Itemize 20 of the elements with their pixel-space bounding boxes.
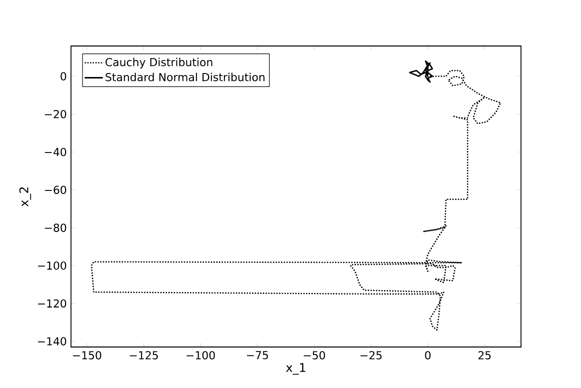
- y-tick-label: −100: [38, 261, 66, 270]
- x-tick-label: −150: [73, 351, 102, 360]
- x-tick-label: −25: [360, 351, 382, 360]
- x-tick-label: −125: [130, 351, 158, 360]
- y-tick-label: −120: [38, 299, 66, 308]
- x-axis-title: x_1: [286, 363, 306, 375]
- y-tick-label: −140: [38, 337, 66, 346]
- y-tick-label: 0: [60, 72, 66, 80]
- legend-label: Cauchy Distribution: [106, 58, 212, 68]
- x-tick-label: −75: [246, 351, 268, 360]
- y-tick-label: −80: [44, 224, 66, 232]
- y-tick-label: −40: [44, 148, 66, 156]
- y-axis-title: x_2: [19, 187, 32, 206]
- x-tick-label: −100: [186, 351, 215, 360]
- legend-label: Standard Normal Distribution: [106, 72, 264, 82]
- x-tick-label: −50: [304, 351, 326, 360]
- x-tick-label: 0: [425, 351, 431, 360]
- x-tick-label: 25: [478, 351, 491, 360]
- y-tick-label: −20: [44, 110, 66, 118]
- y-tick-label: −60: [44, 186, 66, 194]
